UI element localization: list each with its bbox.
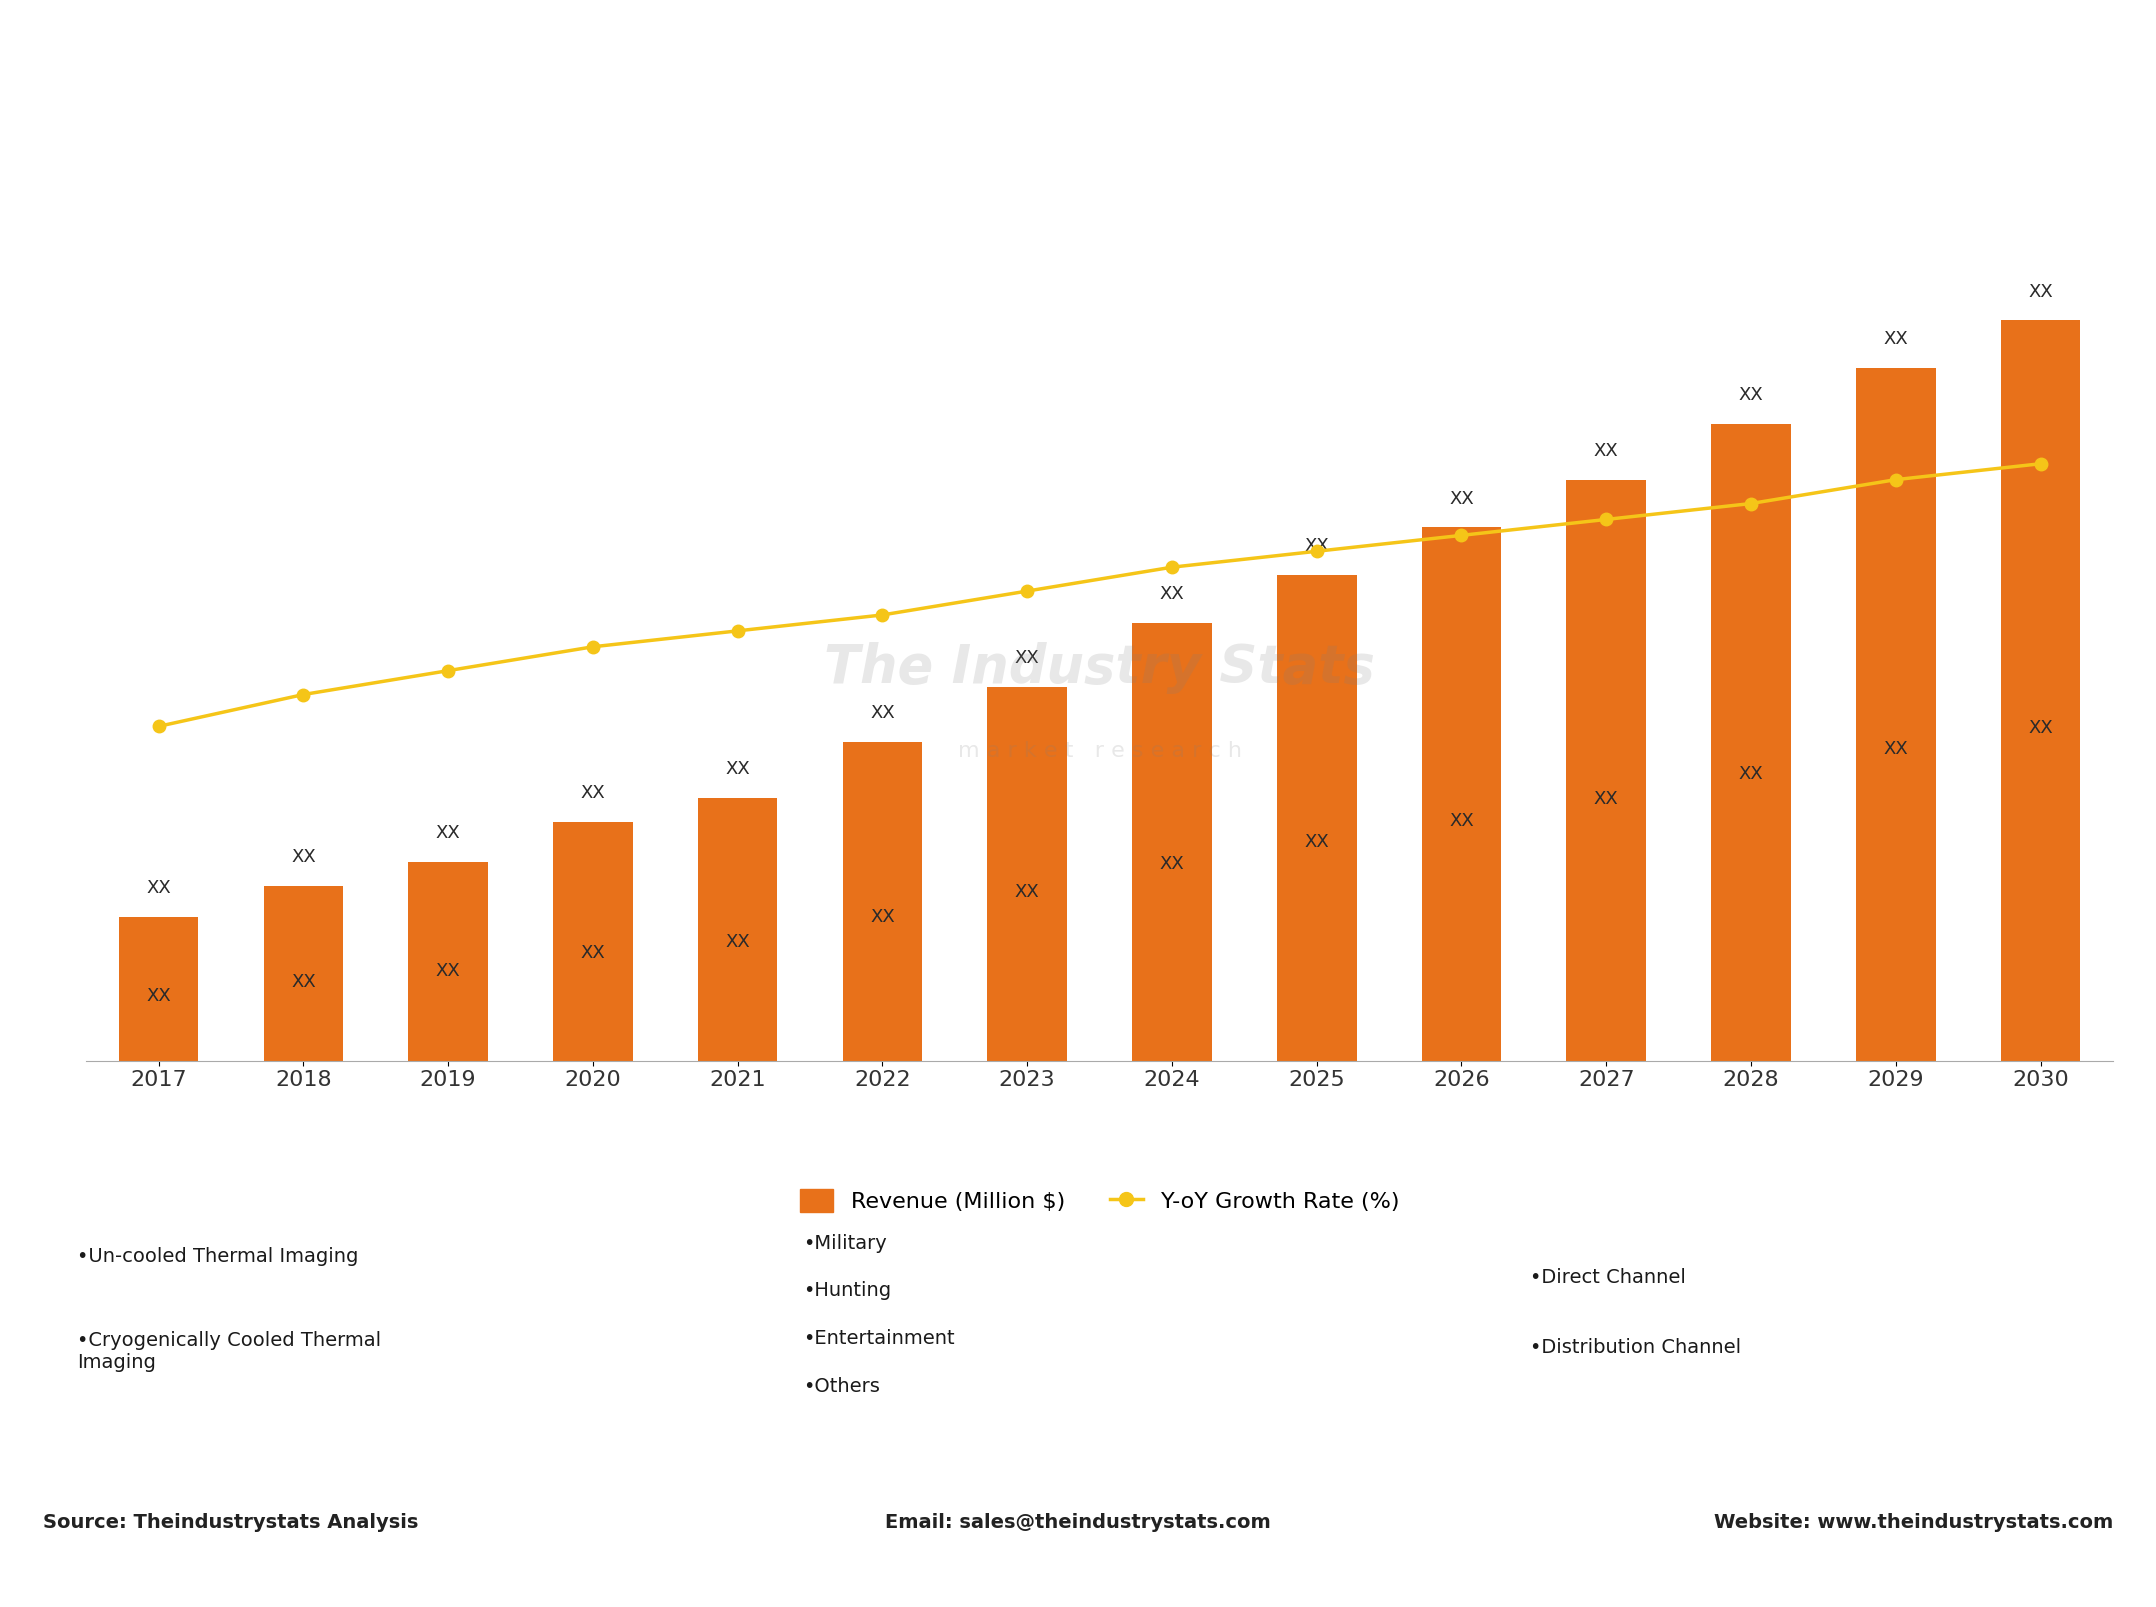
Text: •Cryogenically Cooled Thermal
Imaging: •Cryogenically Cooled Thermal Imaging [78,1331,382,1372]
Text: •Un-cooled Thermal Imaging: •Un-cooled Thermal Imaging [78,1247,358,1266]
Text: XX: XX [147,987,170,1004]
Text: The Industry Stats: The Industry Stats [824,641,1376,694]
Bar [1276,575,1356,1061]
Bar [1712,424,1792,1061]
Text: XX: XX [2029,283,2053,301]
Text: XX: XX [871,908,895,926]
Bar [699,799,778,1061]
Bar [987,686,1067,1061]
Bar [1567,479,1645,1061]
Text: XX: XX [1304,832,1328,852]
Legend: Revenue (Million $), Y-oY Growth Rate (%): Revenue (Million $), Y-oY Growth Rate (%… [791,1181,1408,1221]
Text: XX: XX [724,934,750,951]
Text: XX: XX [1593,442,1619,460]
Bar [1132,624,1212,1061]
Text: XX: XX [580,945,606,963]
Text: XX: XX [1738,386,1764,403]
Bar [119,918,198,1061]
Text: XX: XX [1015,884,1039,902]
Text: XX: XX [147,879,170,897]
Text: XX: XX [436,824,461,842]
Text: XX: XX [436,963,461,980]
Text: XX: XX [1015,649,1039,667]
Text: XX: XX [580,784,606,802]
Text: XX: XX [291,847,315,866]
Text: Fig. Global Thermal Imaging Scope Market Status and Outlook: Fig. Global Thermal Imaging Scope Market… [26,106,975,135]
Bar [1856,368,1936,1061]
Text: •Hunting: •Hunting [804,1281,893,1300]
Text: XX: XX [1304,537,1328,556]
Text: Application: Application [1013,1151,1153,1173]
Text: XX: XX [1160,855,1184,873]
Bar [407,861,487,1061]
Text: •Others: •Others [804,1377,880,1396]
Bar [843,742,923,1061]
Text: XX: XX [2029,718,2053,736]
Text: XX: XX [1593,791,1619,808]
Text: •Entertainment: •Entertainment [804,1329,955,1348]
Text: •Distribution Channel: •Distribution Channel [1531,1337,1742,1356]
Text: •Military: •Military [804,1234,888,1253]
Text: Source: Theindustrystats Analysis: Source: Theindustrystats Analysis [43,1514,418,1531]
Text: •Direct Channel: •Direct Channel [1531,1268,1686,1287]
Text: XX: XX [724,760,750,778]
Text: Product Types: Product Types [270,1151,444,1173]
Text: Email: sales@theindustrystats.com: Email: sales@theindustrystats.com [886,1514,1270,1531]
Bar [554,821,632,1061]
Text: XX: XX [1738,765,1764,783]
Bar [1421,527,1501,1061]
Text: XX: XX [1449,812,1475,829]
Text: XX: XX [1884,331,1908,349]
Text: XX: XX [1449,490,1475,508]
Text: XX: XX [871,704,895,723]
Bar [2001,320,2081,1061]
Text: XX: XX [1884,741,1908,759]
Text: XX: XX [291,972,315,992]
Text: XX: XX [1160,585,1184,603]
Bar [263,885,343,1061]
Text: Sales Channels: Sales Channels [1714,1151,1906,1173]
Text: m a r k e t   r e s e a r c h: m a r k e t r e s e a r c h [957,741,1242,762]
Text: Website: www.theindustrystats.com: Website: www.theindustrystats.com [1714,1514,2113,1531]
